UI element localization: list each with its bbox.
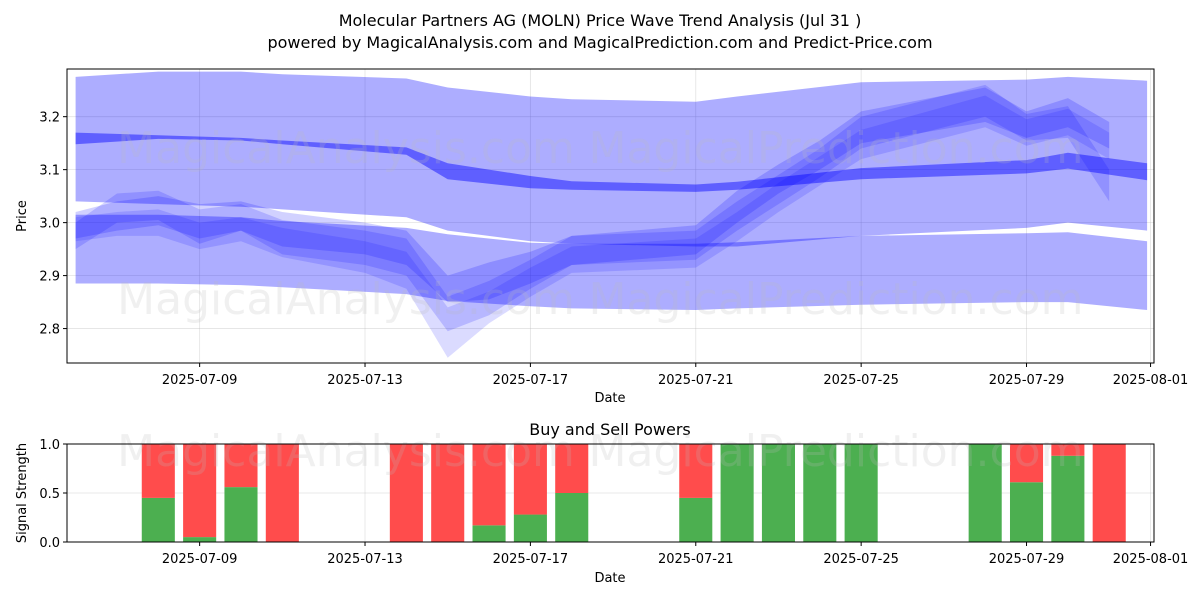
main-chart-grid xyxy=(67,69,1154,363)
y-tick-label: 0.0 xyxy=(39,536,60,551)
main-axis-ticks: 2025-07-09 2025-07-13 2025-07-17 2025-07-21… xyxy=(39,111,1188,388)
x-tick-label: 2025-07-29 xyxy=(989,373,1065,388)
watermark-text: MagicalAnalysis.com xyxy=(117,274,575,325)
buy-bar xyxy=(513,514,547,542)
buy-sell-bars xyxy=(141,444,1126,542)
main-y-axis-label: Price xyxy=(15,200,30,232)
y-tick-label: 3.0 xyxy=(39,217,60,232)
watermark-text: MagicalPrediction.com xyxy=(589,123,1084,174)
x-tick-label: 2025-07-17 xyxy=(493,552,569,567)
y-tick-label: 2.9 xyxy=(39,270,60,285)
buy-bar xyxy=(720,444,754,542)
sell-bar xyxy=(141,444,175,498)
sell-bar xyxy=(472,444,506,526)
x-tick-label: 2025-07-09 xyxy=(162,373,238,388)
x-tick-label: 2025-07-09 xyxy=(162,552,238,567)
buy-bar xyxy=(803,444,837,542)
sell-bar xyxy=(183,444,217,538)
main-x-axis-label: Date xyxy=(594,391,625,406)
bar-y-axis-label: Signal Strength xyxy=(15,443,30,543)
x-tick-label: 2025-07-13 xyxy=(327,373,403,388)
sell-bar xyxy=(389,444,423,542)
x-tick-label: 2025-08-01 xyxy=(1113,373,1189,388)
wave-band xyxy=(75,214,1148,310)
x-tick-label: 2025-07-17 xyxy=(493,373,569,388)
watermark-text: MagicalPrediction.com xyxy=(589,426,1084,477)
sell-bar xyxy=(1009,444,1044,483)
sell-bar xyxy=(265,444,299,542)
watermark-text: MagicalAnalysis.com xyxy=(117,426,575,477)
sell-bar xyxy=(1092,444,1126,542)
y-tick-label: 3.1 xyxy=(39,164,60,179)
y-tick-label: 2.8 xyxy=(39,323,60,338)
wave-band xyxy=(75,84,1110,332)
main-chart-title: Molecular Partners AG (MOLN) Price Wave … xyxy=(339,11,862,30)
buy-bar xyxy=(968,444,1002,542)
watermark-text: MagicalPrediction.com xyxy=(589,274,1084,325)
buy-bar xyxy=(844,444,878,542)
y-tick-label: 1.0 xyxy=(39,438,60,453)
buy-bar xyxy=(1051,455,1085,542)
sell-bar xyxy=(555,444,589,493)
wave-band xyxy=(75,71,1148,247)
sell-bar xyxy=(679,444,713,498)
x-tick-label: 2025-07-21 xyxy=(658,373,734,388)
x-tick-label: 2025-08-01 xyxy=(1113,552,1189,567)
wave-band xyxy=(75,95,1110,358)
watermark-text: MagicalAnalysis.com xyxy=(117,123,575,174)
main-plot-frame xyxy=(66,68,1155,364)
x-tick-label: 2025-07-13 xyxy=(327,552,403,567)
sell-bar xyxy=(1051,444,1085,456)
price-wave-bands xyxy=(75,71,1148,358)
sell-bar xyxy=(431,444,465,542)
main-chart-subtitle: powered by MagicalAnalysis.com and Magic… xyxy=(267,33,932,52)
bar-watermarks: MagicalAnalysis.com MagicalPrediction.co… xyxy=(117,426,1083,477)
bar-axis-ticks: 2025-07-09 2025-07-13 2025-07-17 2025-07-21… xyxy=(39,438,1188,567)
x-tick-label: 2025-07-21 xyxy=(658,552,734,567)
wave-band xyxy=(75,132,1148,192)
x-tick-label: 2025-07-25 xyxy=(823,552,899,567)
y-tick-label: 0.5 xyxy=(39,487,60,502)
buy-bar xyxy=(183,537,217,542)
sell-bar xyxy=(513,444,547,515)
buy-bar xyxy=(472,525,506,542)
sell-bar xyxy=(224,444,258,488)
buy-bar xyxy=(1009,482,1044,542)
buy-bar xyxy=(141,497,175,542)
buy-bar xyxy=(761,444,795,542)
bar-chart-title: Buy and Sell Powers xyxy=(529,420,691,439)
y-tick-label: 3.2 xyxy=(39,111,60,126)
buy-bar xyxy=(555,493,589,542)
bar-x-axis-label: Date xyxy=(594,571,625,586)
buy-bar xyxy=(679,497,713,542)
main-watermarks: MagicalAnalysis.com MagicalPrediction.co… xyxy=(117,123,1083,325)
wave-band xyxy=(75,87,1110,303)
buy-bar xyxy=(224,487,258,542)
x-tick-label: 2025-07-25 xyxy=(823,373,899,388)
x-tick-label: 2025-07-29 xyxy=(989,552,1065,567)
